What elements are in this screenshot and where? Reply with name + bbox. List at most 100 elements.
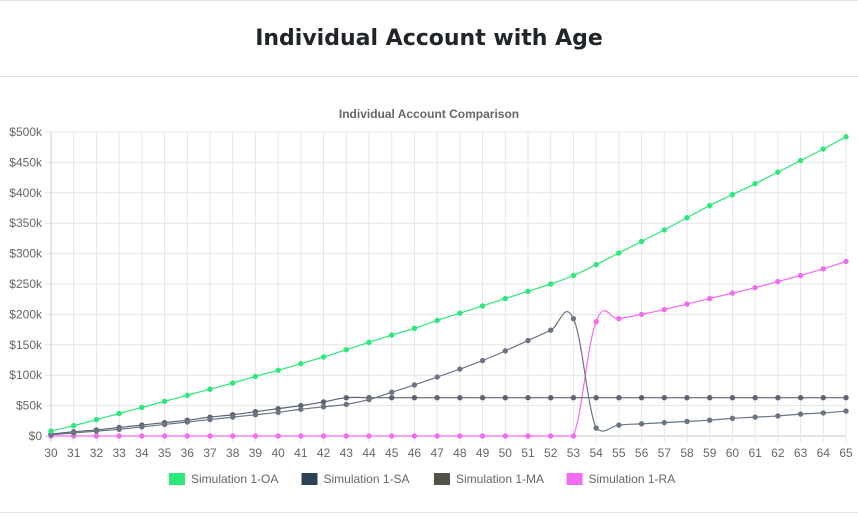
data-point-simulation-1-ra: [797, 272, 804, 279]
x-tick-label: 41: [294, 446, 308, 460]
x-tick-label: 37: [203, 446, 217, 460]
data-point-simulation-1-sa: [502, 348, 508, 354]
data-point-simulation-1-ra: [389, 433, 395, 439]
x-tick-label: 33: [112, 446, 126, 460]
x-tick-label: 63: [794, 446, 808, 460]
data-point-simulation-1-ra: [434, 433, 440, 439]
data-point-simulation-1-ma: [525, 394, 531, 401]
x-tick-label: 31: [67, 446, 81, 460]
x-axis-ticks: 30 31 32 33 34 35 36 37 38 39 40 41 42 43 44 45 46 47 48 49…: [44, 446, 853, 460]
data-point-simulation-1-oa: [230, 380, 236, 386]
series-line-simulation-1-sa: [50, 310, 847, 436]
x-tick-label: 61: [748, 446, 762, 460]
legend: Simulation 1-OA Simulation 1-SA Simulation…: [169, 472, 675, 486]
data-point-simulation-1-ra: [366, 433, 372, 439]
data-point-simulation-1-ra: [729, 290, 736, 296]
data-point-simulation-1-oa: [752, 180, 758, 187]
data-point-simulation-1-sa: [116, 426, 122, 433]
data-point-simulation-1-ma: [797, 394, 804, 401]
data-point-simulation-1-sa: [820, 410, 826, 416]
data-point-simulation-1-oa: [525, 288, 531, 294]
x-tick-label: 48: [453, 446, 467, 460]
data-point-simulation-1-ma: [775, 394, 781, 401]
legend-item-simulation-1-ra[interactable]: Simulation 1-RA: [566, 472, 676, 486]
data-point-simulation-1-sa: [638, 421, 645, 427]
legend-swatch: [434, 473, 450, 485]
data-point-simulation-1-oa: [548, 281, 554, 287]
data-point-simulation-1-sa: [320, 404, 327, 410]
data-point-simulation-1-sa: [366, 396, 372, 403]
data-point-simulation-1-sa: [661, 419, 667, 426]
data-point-simulation-1-oa: [684, 215, 690, 221]
y-tick-label: $200k: [9, 307, 43, 321]
data-point-simulation-1-oa: [638, 238, 645, 245]
series-lines: [48, 134, 849, 439]
data-point-simulation-1-oa: [820, 146, 826, 152]
data-point-simulation-1-sa: [570, 315, 577, 322]
data-point-simulation-1-ma: [457, 394, 463, 401]
data-point-simulation-1-ma: [593, 394, 599, 401]
x-tick-label: 62: [771, 446, 785, 460]
data-point-simulation-1-oa: [411, 325, 418, 332]
legend-item-simulation-1-oa[interactable]: Simulation 1-OA: [169, 472, 278, 486]
data-point-simulation-1-ra: [411, 433, 418, 439]
data-point-simulation-1-ra: [275, 433, 281, 439]
data-point-simulation-1-ra: [684, 301, 690, 307]
data-point-simulation-1-oa: [275, 367, 281, 374]
data-point-simulation-1-ra: [548, 433, 554, 439]
data-point-simulation-1-ma: [320, 399, 327, 405]
x-tick-label: 65: [839, 446, 853, 460]
data-point-simulation-1-oa: [93, 416, 100, 423]
data-point-simulation-1-sa: [707, 417, 713, 423]
data-point-simulation-1-sa: [593, 425, 599, 431]
x-tick-label: 57: [658, 446, 672, 460]
data-point-simulation-1-sa: [434, 374, 440, 380]
data-point-simulation-1-ma: [548, 394, 554, 401]
series-line-simulation-1-ra: [51, 260, 847, 437]
data-point-simulation-1-oa: [707, 202, 713, 209]
data-point-simulation-1-oa: [252, 373, 259, 380]
legend-item-simulation-1-ma[interactable]: Simulation 1-MA: [434, 472, 544, 486]
data-point-simulation-1-ra: [707, 295, 713, 302]
data-point-simulation-1-oa: [116, 410, 122, 417]
data-point-simulation-1-ma: [502, 394, 508, 401]
data-point-simulation-1-oa: [139, 404, 145, 411]
data-point-simulation-1-sa: [843, 408, 849, 414]
data-point-simulation-1-oa: [797, 157, 804, 164]
data-point-simulation-1-ra: [752, 284, 758, 291]
data-point-simulation-1-ra: [502, 433, 508, 439]
data-point-simulation-1-sa: [525, 337, 531, 344]
x-tick-label: 35: [158, 446, 172, 460]
x-tick-label: 30: [44, 446, 58, 460]
y-tick-label: $50k: [16, 399, 43, 413]
data-point-simulation-1-sa: [389, 389, 395, 395]
data-point-simulation-1-oa: [366, 339, 372, 346]
legend-swatch: [566, 473, 583, 485]
data-point-simulation-1-oa: [661, 227, 667, 233]
data-point-simulation-1-oa: [298, 360, 304, 367]
data-point-simulation-1-sa: [71, 430, 77, 436]
data-point-simulation-1-ma: [820, 394, 826, 401]
x-tick-label: 47: [430, 446, 444, 460]
data-point-simulation-1-ma: [479, 394, 486, 401]
data-point-simulation-1-ma: [661, 394, 667, 401]
x-tick-label: 46: [408, 446, 422, 460]
data-point-simulation-1-oa: [161, 398, 168, 405]
grid-lines: [45, 131, 847, 442]
x-tick-label: 56: [635, 446, 649, 460]
x-tick-label: 32: [90, 446, 104, 460]
chart-title: Individual Account Comparison: [339, 107, 519, 121]
data-point-simulation-1-ma: [411, 394, 418, 401]
data-point-simulation-1-ma: [434, 394, 440, 401]
legend-item-simulation-1-sa[interactable]: Simulation 1-SA: [301, 472, 410, 486]
x-tick-label: 55: [612, 446, 626, 460]
data-point-simulation-1-oa: [71, 422, 77, 429]
data-point-simulation-1-ra: [230, 433, 236, 439]
data-point-simulation-1-sa: [729, 415, 736, 422]
y-axis-ticks: $0 $50k $100k $150k $200k $250k $300k $350k $400…: [9, 125, 43, 443]
data-point-simulation-1-ra: [207, 433, 213, 439]
data-point-simulation-1-oa: [616, 250, 622, 256]
y-tick-label: $400k: [9, 186, 43, 200]
x-tick-label: 49: [476, 446, 490, 460]
